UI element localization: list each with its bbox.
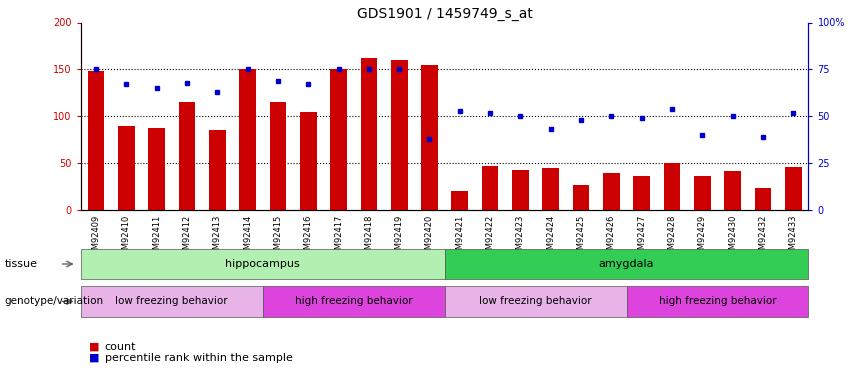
Bar xyxy=(482,166,499,210)
Bar xyxy=(391,60,408,210)
Bar xyxy=(118,126,134,210)
Text: count: count xyxy=(105,342,136,352)
Text: low freezing behavior: low freezing behavior xyxy=(116,297,228,306)
Bar xyxy=(88,71,105,210)
Bar xyxy=(421,64,437,210)
Bar xyxy=(633,176,650,210)
Bar xyxy=(755,188,771,210)
Bar xyxy=(694,176,711,210)
Bar xyxy=(573,185,590,210)
Bar xyxy=(270,102,286,210)
Text: amygdala: amygdala xyxy=(599,259,654,269)
Bar xyxy=(330,69,347,210)
Bar xyxy=(452,191,468,210)
Bar xyxy=(603,172,620,210)
Bar xyxy=(664,163,680,210)
Text: genotype/variation: genotype/variation xyxy=(4,297,103,306)
Bar xyxy=(179,102,195,210)
Bar xyxy=(209,130,226,210)
Bar xyxy=(512,170,528,210)
Text: tissue: tissue xyxy=(4,259,37,269)
Text: low freezing behavior: low freezing behavior xyxy=(479,297,592,306)
Bar xyxy=(542,168,559,210)
Text: high freezing behavior: high freezing behavior xyxy=(659,297,776,306)
Bar xyxy=(785,167,802,210)
Bar xyxy=(239,69,256,210)
Bar xyxy=(148,128,165,210)
Bar xyxy=(361,58,377,210)
Text: ■: ■ xyxy=(89,342,100,352)
Text: hippocampus: hippocampus xyxy=(226,259,300,269)
Bar xyxy=(724,171,741,210)
Text: percentile rank within the sample: percentile rank within the sample xyxy=(105,353,293,363)
Title: GDS1901 / 1459749_s_at: GDS1901 / 1459749_s_at xyxy=(357,8,533,21)
Bar xyxy=(300,112,317,210)
Text: high freezing behavior: high freezing behavior xyxy=(295,297,413,306)
Text: ■: ■ xyxy=(89,353,100,363)
